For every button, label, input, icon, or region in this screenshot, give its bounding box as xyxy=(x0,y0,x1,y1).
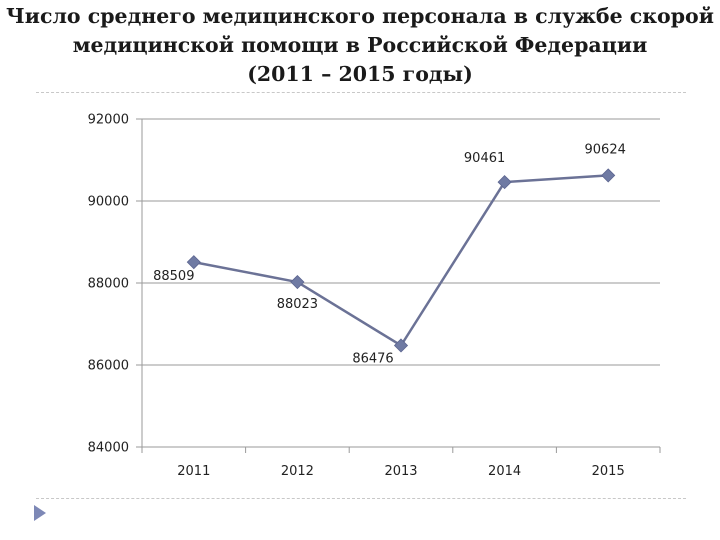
y-tick-label: 90000 xyxy=(88,195,129,210)
gridlines xyxy=(142,118,660,366)
title-line-2: медицинской помощи в Российской Федераци… xyxy=(72,33,648,57)
axes xyxy=(136,118,661,453)
x-tick-label: 2012 xyxy=(281,464,314,479)
data-point-marker xyxy=(393,338,409,353)
data-point-marker xyxy=(290,274,305,290)
data-label: 86476 xyxy=(352,351,393,366)
top-divider xyxy=(36,92,686,93)
x-axis-ticks: 2011 2012 2013 2014 2015 xyxy=(177,464,624,479)
data-label: 88509 xyxy=(153,269,194,284)
x-tick-label: 2015 xyxy=(592,464,625,479)
series xyxy=(186,168,616,353)
data-label: 90461 xyxy=(464,151,505,166)
data-label: 88023 xyxy=(277,297,318,312)
title-line-3: (2011 – 2015 годы) xyxy=(247,62,473,86)
y-tick-label: 86000 xyxy=(88,359,129,374)
data-point-marker xyxy=(601,168,616,183)
bottom-divider xyxy=(36,498,686,499)
y-tick-label: 88000 xyxy=(88,277,129,292)
data-label: 90624 xyxy=(585,142,626,157)
x-tick-label: 2014 xyxy=(488,464,521,479)
title-line-1: Число среднего медицинского персонала в … xyxy=(6,4,714,28)
y-axis-ticks: 84000 86000 88000 90000 92000 xyxy=(88,113,129,456)
data-point-marker xyxy=(186,255,201,270)
data-point-marker xyxy=(497,175,512,190)
chart-title: Число среднего медицинского персонала в … xyxy=(0,2,720,89)
x-tick-label: 2011 xyxy=(177,464,210,479)
x-tick-label: 2013 xyxy=(384,464,417,479)
data-labels: 88509 88023 86476 90461 90624 xyxy=(153,142,626,366)
next-slide-arrow-icon[interactable] xyxy=(34,505,46,521)
y-tick-label: 92000 xyxy=(88,113,129,128)
y-tick-label: 84000 xyxy=(88,441,129,456)
